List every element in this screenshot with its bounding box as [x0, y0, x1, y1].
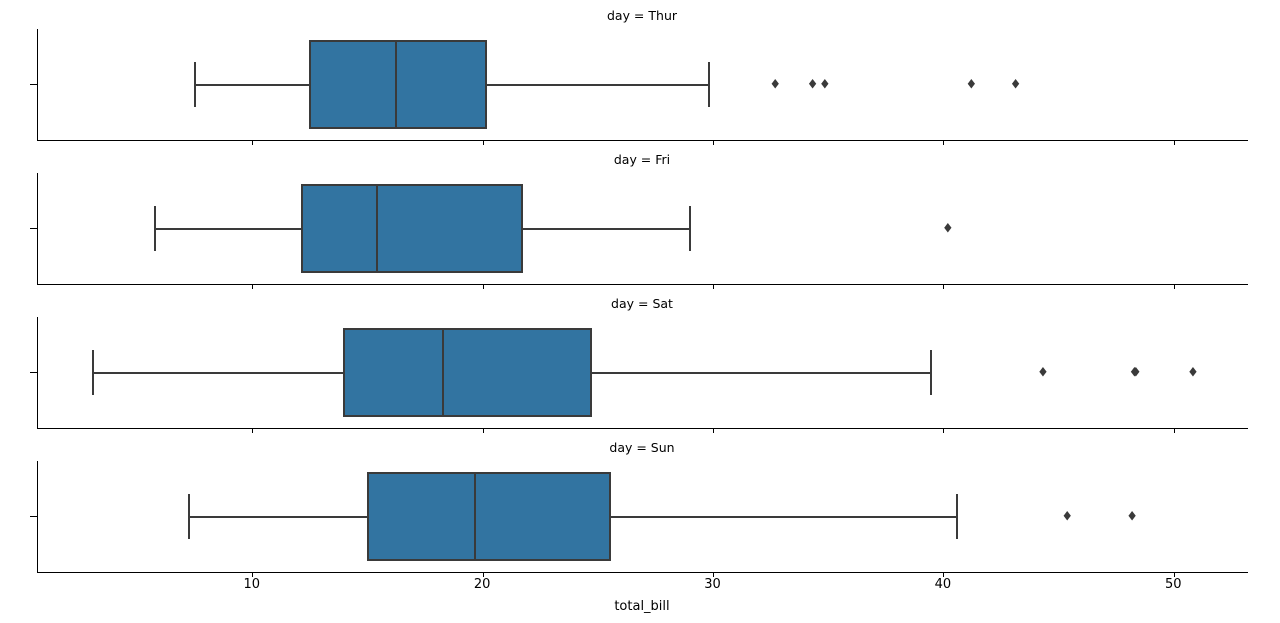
outlier-diamond-icon: ♦	[1129, 365, 1142, 381]
whisker-high-line	[523, 228, 690, 230]
x-tick	[482, 141, 484, 145]
facet-axes: ♦ ♦	[30, 461, 1248, 577]
x-tick-label: 10	[243, 577, 260, 592]
y-tick	[30, 516, 37, 517]
whisker-low-line	[195, 84, 309, 86]
whisker-low-line	[93, 372, 343, 374]
whisker-low-line	[154, 228, 301, 230]
facet-title: day = Sat	[611, 296, 673, 311]
x-tick	[712, 141, 714, 145]
facet-title: day = Sun	[609, 440, 675, 455]
x-tick	[712, 573, 714, 577]
whisker-high-line	[611, 516, 957, 518]
outlier-diamond-icon: ♦	[1126, 509, 1138, 525]
whisker-high-line	[592, 372, 931, 374]
whisker-low-cap	[188, 494, 191, 539]
whisker-low-line	[189, 516, 368, 518]
x-tick	[252, 573, 254, 577]
x-tick	[943, 141, 945, 145]
facet-axes: ♦	[30, 173, 1248, 289]
whisker-low-cap	[92, 350, 95, 395]
outlier-diamond-icon: ♦	[1037, 365, 1049, 381]
x-tick-label: 40	[934, 577, 952, 592]
box	[308, 40, 487, 129]
outlier-diamond-icon: ♦	[769, 77, 782, 93]
outlier-diamond-icon: ♦	[1061, 509, 1073, 525]
outlier-diamond-icon: ♦	[818, 77, 831, 93]
x-tick-label: 30	[704, 577, 721, 592]
facet-title: day = Thur	[606, 8, 678, 23]
whisker-high-cap	[929, 350, 932, 395]
box	[367, 472, 612, 561]
whisker-high-cap	[688, 206, 691, 251]
whisker-low-cap	[153, 206, 156, 251]
x-tick-label: 50	[1164, 577, 1182, 592]
x-tick	[1173, 285, 1175, 289]
outlier-diamond-icon: ♦	[806, 77, 819, 93]
x-tick	[712, 285, 714, 289]
outlier-diamond-icon: ♦	[965, 77, 978, 93]
facet-title: day = Fri	[613, 152, 671, 167]
x-tick	[943, 429, 945, 433]
x-tick	[943, 573, 945, 577]
y-tick	[30, 84, 37, 85]
box	[342, 328, 593, 417]
x-tick	[1173, 141, 1175, 145]
outlier-diamond-icon: ♦	[1128, 365, 1141, 381]
facet-axes: ♦ ♦ ♦ ♦	[30, 317, 1248, 433]
x-tick	[252, 285, 254, 289]
x-tick	[1173, 429, 1175, 433]
median-line	[375, 186, 378, 271]
x-axis-label: total_bill	[614, 599, 670, 614]
x-tick	[712, 429, 714, 433]
x-tick-label: 20	[473, 577, 491, 592]
x-tick	[482, 573, 484, 577]
x-tick	[252, 429, 254, 433]
y-tick	[30, 228, 37, 229]
whisker-high-line	[486, 84, 709, 86]
outlier-diamond-icon: ♦	[941, 221, 954, 237]
whisker-low-cap	[194, 62, 197, 107]
y-tick	[30, 372, 37, 373]
x-tick	[1173, 573, 1175, 577]
whisker-high-cap	[955, 494, 958, 539]
x-tick	[482, 285, 484, 289]
x-tick	[482, 429, 484, 433]
facet-axes: ♦ ♦ ♦ ♦ ♦	[30, 29, 1248, 145]
median-line	[473, 474, 476, 559]
x-tick	[252, 141, 254, 145]
median-line	[441, 330, 444, 415]
outlier-diamond-icon: ♦	[1009, 77, 1022, 93]
box	[300, 184, 524, 273]
median-line	[394, 42, 397, 127]
outlier-diamond-icon: ♦	[1187, 365, 1199, 381]
x-tick	[943, 285, 945, 289]
whisker-high-cap	[707, 62, 710, 107]
